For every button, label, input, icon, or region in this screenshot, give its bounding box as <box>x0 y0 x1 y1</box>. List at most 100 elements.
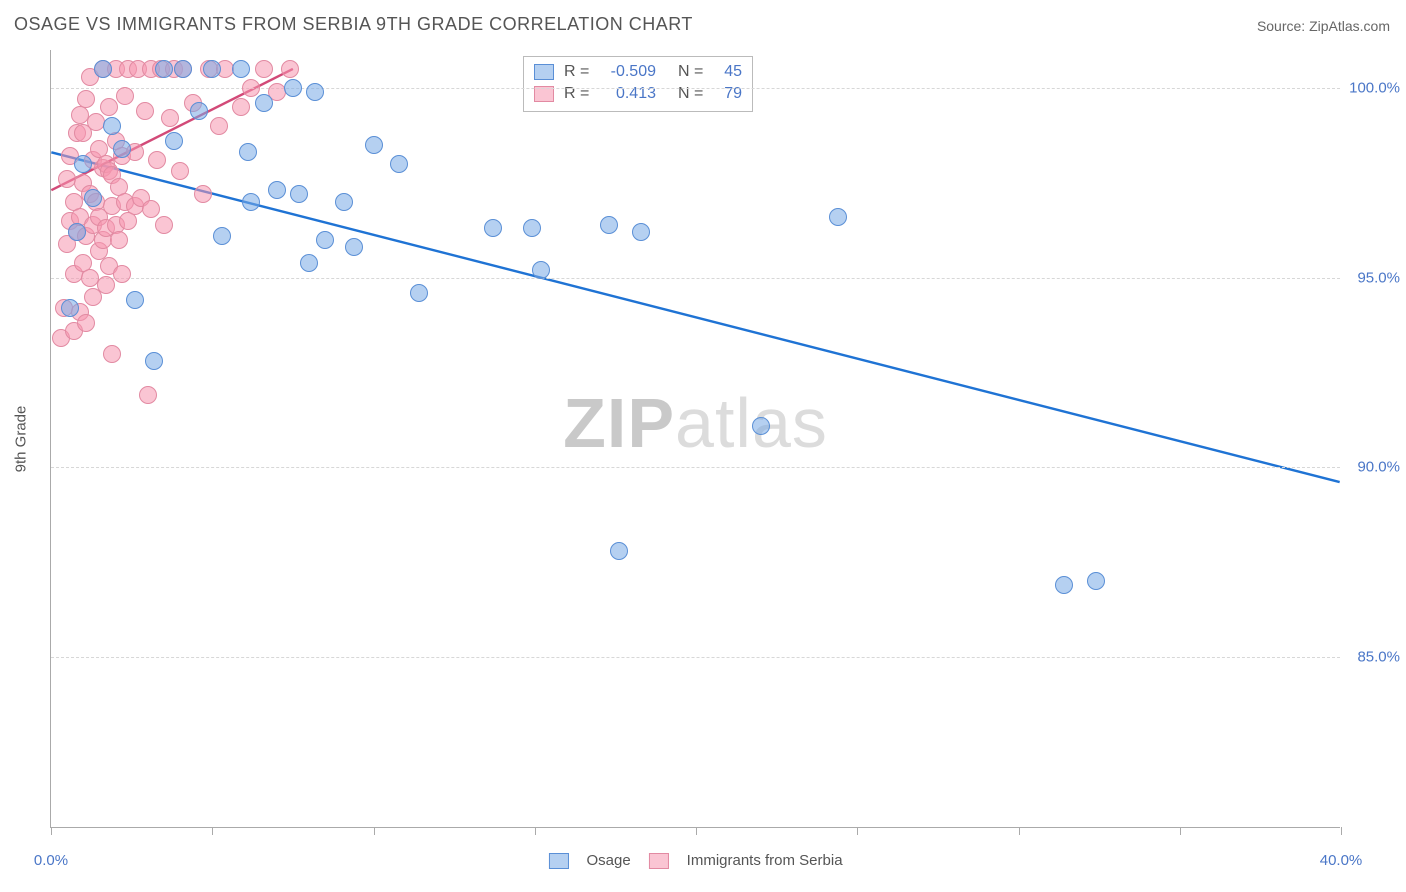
scatter-point-series1 <box>410 284 428 302</box>
scatter-point-series1 <box>610 542 628 560</box>
legend-series-label: Immigrants from Serbia <box>687 852 843 869</box>
scatter-point-series2 <box>139 386 157 404</box>
scatter-point-series1 <box>74 155 92 173</box>
x-tick <box>1180 827 1181 835</box>
scatter-point-series1 <box>145 352 163 370</box>
legend-n-value: 79 <box>716 83 742 105</box>
source-label: Source: ZipAtlas.com <box>1257 18 1390 34</box>
scatter-point-series1 <box>232 60 250 78</box>
scatter-point-series2 <box>161 109 179 127</box>
legend-r-label: R = <box>564 83 592 105</box>
scatter-point-series1 <box>61 299 79 317</box>
scatter-point-series1 <box>239 143 257 161</box>
legend-r-value: 0.413 <box>602 83 656 105</box>
scatter-point-series1 <box>316 231 334 249</box>
scatter-point-series2 <box>103 345 121 363</box>
scatter-point-series2 <box>255 60 273 78</box>
stats-legend: R =-0.509N =45R =0.413N =79 <box>523 56 753 112</box>
x-tick <box>535 827 536 835</box>
gridline <box>51 657 1340 658</box>
scatter-point-series1 <box>68 223 86 241</box>
legend-r-value: -0.509 <box>602 61 656 83</box>
legend-row: R =-0.509N =45 <box>534 61 742 83</box>
scatter-point-series2 <box>242 79 260 97</box>
scatter-point-series2 <box>58 170 76 188</box>
scatter-point-series2 <box>97 276 115 294</box>
scatter-point-series1 <box>213 227 231 245</box>
series-legend: Osage Immigrants from Serbia <box>548 852 842 869</box>
scatter-point-series1 <box>1055 576 1073 594</box>
y-tick-label: 95.0% <box>1357 269 1400 286</box>
scatter-point-series2 <box>110 231 128 249</box>
scatter-point-series1 <box>190 102 208 120</box>
x-tick <box>1019 827 1020 835</box>
scatter-point-series1 <box>113 140 131 158</box>
chart-title: OSAGE VS IMMIGRANTS FROM SERBIA 9TH GRAD… <box>14 14 693 35</box>
chart-container: OSAGE VS IMMIGRANTS FROM SERBIA 9TH GRAD… <box>0 0 1406 892</box>
legend-n-label: N = <box>678 61 706 83</box>
scatter-point-series1 <box>390 155 408 173</box>
scatter-point-series1 <box>345 238 363 256</box>
scatter-point-series1 <box>94 60 112 78</box>
scatter-point-series1 <box>84 189 102 207</box>
legend-r-label: R = <box>564 61 592 83</box>
scatter-point-series1 <box>268 181 286 199</box>
x-tick <box>857 827 858 835</box>
scatter-point-series1 <box>284 79 302 97</box>
scatter-point-series1 <box>632 223 650 241</box>
y-tick-label: 90.0% <box>1357 459 1400 476</box>
scatter-point-series1 <box>103 117 121 135</box>
scatter-point-series1 <box>752 417 770 435</box>
scatter-point-series2 <box>171 162 189 180</box>
x-tick <box>696 827 697 835</box>
plot-area: 9th Grade ZIPatlas R =-0.509N =45R =0.41… <box>50 50 1340 828</box>
scatter-point-series2 <box>116 87 134 105</box>
y-tick-label: 85.0% <box>1357 649 1400 666</box>
scatter-point-series2 <box>77 90 95 108</box>
scatter-point-series2 <box>87 113 105 131</box>
gridline <box>51 278 1340 279</box>
x-tick <box>51 827 52 835</box>
scatter-point-series2 <box>155 216 173 234</box>
x-tick-label: 40.0% <box>1320 852 1363 869</box>
trend-lines-layer <box>51 50 1340 827</box>
x-tick <box>212 827 213 835</box>
scatter-point-series2 <box>136 102 154 120</box>
scatter-point-series2 <box>210 117 228 135</box>
legend-series-label: Osage <box>586 852 630 869</box>
legend-n-label: N = <box>678 83 706 105</box>
scatter-point-series1 <box>165 132 183 150</box>
scatter-point-series1 <box>126 291 144 309</box>
legend-swatch <box>649 853 669 869</box>
scatter-point-series2 <box>232 98 250 116</box>
x-tick-label: 0.0% <box>34 852 68 869</box>
scatter-point-series1 <box>335 193 353 211</box>
scatter-point-series1 <box>365 136 383 154</box>
scatter-point-series1 <box>300 254 318 272</box>
scatter-point-series2 <box>113 265 131 283</box>
scatter-point-series1 <box>255 94 273 112</box>
x-tick <box>374 827 375 835</box>
y-axis-title: 9th Grade <box>13 405 30 472</box>
scatter-point-series2 <box>142 200 160 218</box>
scatter-point-series2 <box>194 185 212 203</box>
scatter-point-series1 <box>484 219 502 237</box>
scatter-point-series1 <box>306 83 324 101</box>
scatter-point-series1 <box>203 60 221 78</box>
scatter-point-series2 <box>281 60 299 78</box>
legend-row: R = 0.413 N = 79 <box>534 83 742 105</box>
legend-swatch <box>534 64 554 80</box>
scatter-point-series2 <box>148 151 166 169</box>
scatter-point-series1 <box>1087 572 1105 590</box>
x-tick <box>1341 827 1342 835</box>
scatter-point-series1 <box>829 208 847 226</box>
gridline <box>51 467 1340 468</box>
legend-swatch <box>548 853 568 869</box>
scatter-point-series1 <box>532 261 550 279</box>
scatter-point-series1 <box>523 219 541 237</box>
scatter-point-series2 <box>100 98 118 116</box>
scatter-point-series1 <box>290 185 308 203</box>
scatter-point-series2 <box>77 314 95 332</box>
scatter-point-series1 <box>174 60 192 78</box>
scatter-point-series1 <box>600 216 618 234</box>
